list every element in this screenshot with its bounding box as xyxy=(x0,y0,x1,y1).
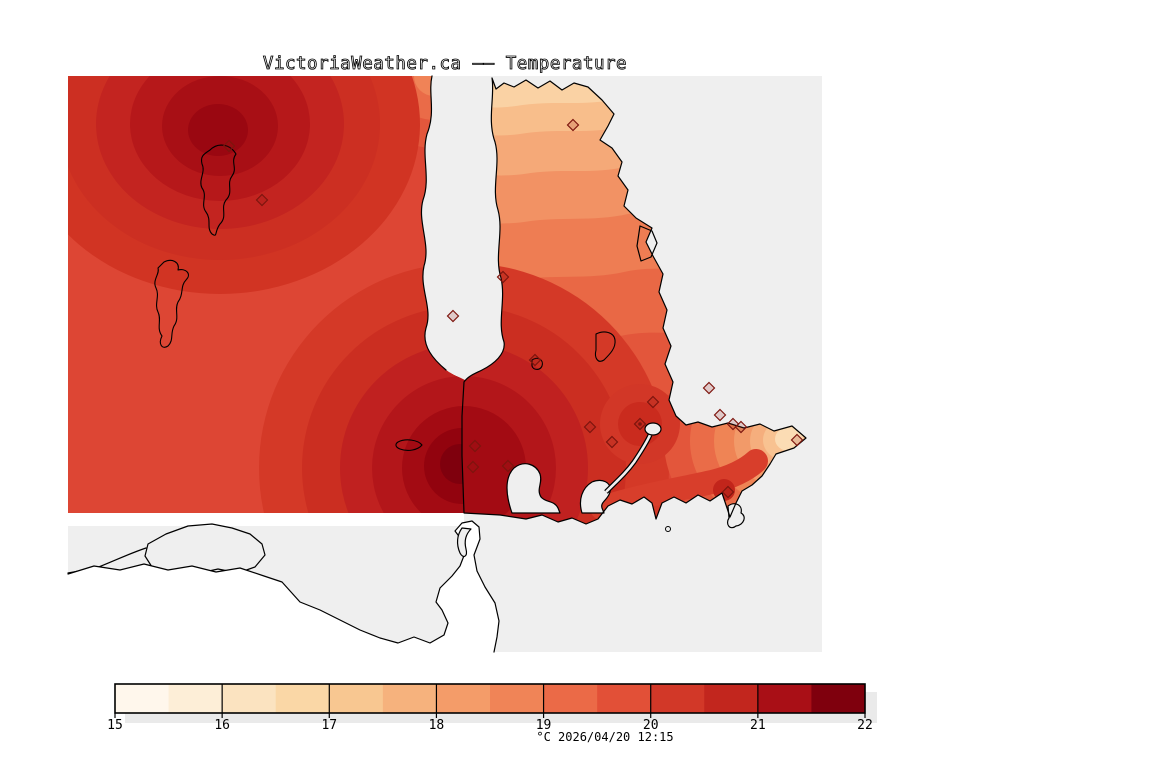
station-marker-dot xyxy=(638,422,642,426)
colorbar-legend: 15 16 17 18 19 20 21 22 °C 2026/04/20 12:15 xyxy=(107,683,877,744)
colorbar-cell xyxy=(650,684,705,713)
station-marker xyxy=(255,193,269,207)
outside-domain-coastline xyxy=(67,520,500,653)
station-marker xyxy=(605,435,619,449)
station-marker xyxy=(734,420,748,434)
station-markers xyxy=(222,118,804,499)
colorbar-tick-label: 15 xyxy=(107,718,123,733)
warm-coast-band xyxy=(590,449,768,520)
colorbar-cell xyxy=(811,684,866,713)
station-marker xyxy=(646,395,660,409)
station-marker xyxy=(583,420,597,434)
colorbar-cell xyxy=(704,684,759,713)
colorbar-cell xyxy=(222,684,277,713)
esquimalt-harbour xyxy=(506,463,561,514)
peninsula-coastline xyxy=(461,77,807,525)
domain-edge-strip xyxy=(68,513,464,526)
map-title: VictoriaWeather.ca —— Temperature xyxy=(263,54,627,74)
colorbar-tick-label: 21 xyxy=(750,718,766,733)
colorbar-tick-label: 16 xyxy=(214,718,230,733)
portage-inlet xyxy=(644,422,662,436)
colorbar-cell xyxy=(168,684,223,713)
colorbar-tick-label: 22 xyxy=(857,718,873,733)
lake-shawnigan xyxy=(154,259,189,348)
outside-domain-land xyxy=(68,521,499,652)
colorbar-cell xyxy=(757,684,812,713)
james-island xyxy=(636,225,658,262)
hotspot-s-ring xyxy=(462,406,526,524)
colorbar-cell xyxy=(597,684,652,713)
lake-thetis xyxy=(531,357,543,370)
station-marker xyxy=(713,408,727,422)
station-marker xyxy=(446,309,460,323)
lake-sooke xyxy=(200,144,237,236)
inlet-west-coastline xyxy=(420,75,447,371)
colorbar-cell xyxy=(436,684,491,713)
lake-langford xyxy=(395,439,423,451)
map-canvas xyxy=(67,75,822,653)
colorbar-tick-label: 17 xyxy=(321,718,337,733)
colorbar-tick-label: 20 xyxy=(643,718,659,733)
lake-elk xyxy=(594,331,616,362)
gorge-waterway xyxy=(605,434,652,493)
station-marker xyxy=(721,485,735,499)
victoria-harbour xyxy=(579,479,611,514)
colorbar-cell xyxy=(329,684,384,713)
colorbar-cell xyxy=(115,684,170,713)
station-marker xyxy=(501,459,515,473)
station-marker xyxy=(702,381,716,395)
colorbar-tick-label: 18 xyxy=(429,718,445,733)
colorbar-cell xyxy=(275,684,330,713)
colorbar-frame xyxy=(114,683,866,714)
colorbar-cell xyxy=(490,684,545,713)
colorbar-tick-label: 19 xyxy=(536,718,552,733)
colorbar-caption: °C 2026/04/20 12:15 xyxy=(536,730,673,744)
esquimalt-lagoon xyxy=(456,527,472,558)
hotspot-nw-ring xyxy=(188,104,248,156)
station-marker xyxy=(790,433,804,447)
station-marker xyxy=(468,439,482,453)
trial-islands xyxy=(726,503,745,529)
station-marker xyxy=(496,270,510,284)
station-marker xyxy=(466,460,480,474)
colorbar-cell xyxy=(382,684,437,713)
station-marker xyxy=(222,139,236,153)
station-marker xyxy=(566,118,580,132)
colorbar-cell xyxy=(543,684,598,713)
small-islet xyxy=(665,526,671,532)
station-marker xyxy=(528,353,542,367)
